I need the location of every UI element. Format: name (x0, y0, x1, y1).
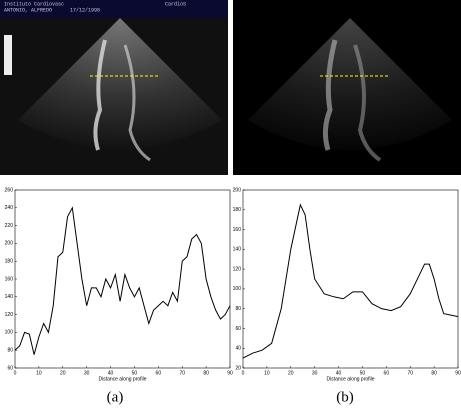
y-tick-label: 140 (5, 294, 14, 300)
x-axis-label: Distance along profile (326, 376, 374, 382)
x-tick-label: 70 (179, 370, 185, 376)
y-tick-label: 60 (7, 365, 13, 371)
y-tick-label: 40 (235, 346, 241, 352)
y-tick-label: 100 (5, 330, 14, 336)
y-tick-label: 240 (5, 205, 14, 211)
x-tick-label: 90 (455, 370, 461, 376)
x-tick-label: 20 (60, 370, 66, 376)
x-tick-label: 40 (108, 370, 114, 376)
y-tick-label: 20 (235, 365, 241, 371)
x-tick-label: 70 (407, 370, 413, 376)
header-text: CardioS (165, 1, 186, 7)
y-tick-label: 180 (233, 207, 242, 213)
x-tick-label: 90 (227, 370, 233, 376)
x-tick-label: 10 (264, 370, 270, 376)
header-text: Instituto Cardiovasc (4, 1, 64, 7)
y-tick-label: 260 (5, 187, 14, 193)
x-tick-label: 40 (336, 370, 342, 376)
y-tick-label: 200 (233, 187, 242, 193)
x-tick-label: 30 (84, 370, 90, 376)
plot-frame (14, 189, 231, 369)
y-tick-label: 120 (233, 266, 242, 272)
x-tick-label: 20 (288, 370, 294, 376)
x-tick-label: 80 (203, 370, 209, 376)
x-tick-label: 60 (384, 370, 390, 376)
y-tick-label: 120 (5, 312, 14, 318)
y-tick-label: 200 (5, 241, 14, 247)
y-tick-label: 80 (7, 348, 13, 354)
profile-line (242, 203, 459, 359)
x-tick-label: 50 (360, 370, 366, 376)
caption: (a) (107, 389, 124, 405)
y-tick-label: 180 (5, 259, 14, 265)
header-text: ANTONIO, ALFREDO (4, 7, 52, 13)
y-tick-label: 100 (233, 286, 242, 292)
y-tick-label: 60 (235, 326, 241, 332)
plot-frame (242, 189, 459, 369)
x-tick-label: 60 (156, 370, 162, 376)
x-tick-label: 30 (312, 370, 318, 376)
y-tick-label: 80 (235, 306, 241, 312)
x-tick-label: 10 (36, 370, 42, 376)
profile-line (14, 206, 231, 355)
y-tick-label: 160 (5, 276, 14, 282)
x-tick-label: 80 (431, 370, 437, 376)
x-tick-label: 0 (242, 370, 245, 376)
x-tick-label: 0 (14, 370, 17, 376)
ultrasound-a: Instituto Cardiovasc ANTONIO, ALFREDO 17… (0, 0, 228, 175)
y-tick-label: 140 (233, 247, 242, 253)
y-tick-label: 220 (5, 223, 14, 229)
y-tick-label: 160 (233, 227, 242, 233)
caption: (b) (336, 389, 354, 405)
ultrasound-b (233, 0, 461, 175)
x-axis-label: Distance along profile (98, 376, 146, 382)
x-tick-label: 50 (132, 370, 138, 376)
header-text: 17/12/1998 (70, 7, 100, 13)
